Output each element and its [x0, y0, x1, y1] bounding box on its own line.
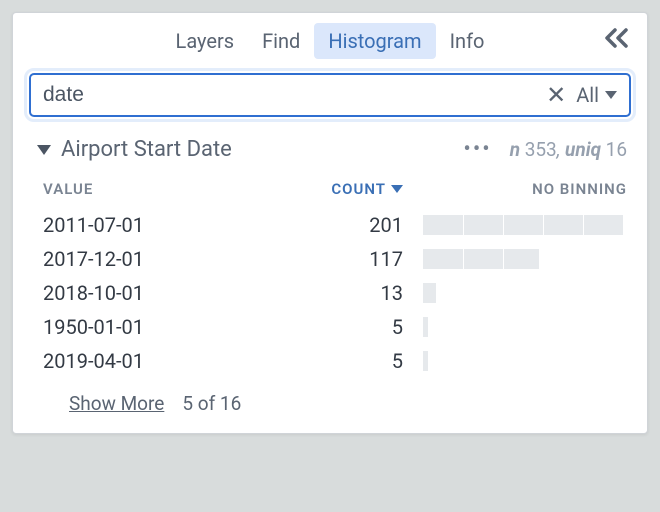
- row-count: 5: [263, 315, 403, 339]
- table-row[interactable]: 2017-12-01117: [43, 242, 627, 276]
- section-header: Airport Start Date ••• n 353, uniq 16: [13, 131, 647, 168]
- row-count: 5: [263, 349, 403, 373]
- row-bar-cell: [403, 317, 627, 337]
- chevron-down-icon: [605, 91, 617, 99]
- pager-text: 5 of 16: [182, 392, 241, 415]
- row-value: 1950-01-01: [43, 315, 263, 339]
- row-count: 117: [263, 247, 403, 271]
- histogram-bar: [423, 215, 623, 235]
- row-bar-cell: [403, 249, 627, 269]
- column-headers: Value Count No Binning: [13, 168, 647, 206]
- row-value: 2011-07-01: [43, 213, 263, 237]
- search-filter-label: All: [576, 83, 599, 107]
- table-row[interactable]: 1950-01-015: [43, 310, 627, 344]
- data-rows: 2011-07-012012017-12-011172018-10-011319…: [13, 206, 647, 382]
- sort-desc-icon: [391, 185, 403, 193]
- col-value-header[interactable]: Value: [43, 180, 263, 198]
- search-box: ✕ All: [29, 73, 631, 117]
- disclosure-toggle[interactable]: [37, 145, 51, 155]
- search-container: ✕ All: [13, 63, 647, 131]
- show-more-link[interactable]: Show More: [69, 392, 164, 415]
- histogram-bar: [423, 283, 436, 303]
- table-row[interactable]: 2019-04-015: [43, 344, 627, 378]
- row-count: 13: [263, 281, 403, 305]
- collapse-panel-button[interactable]: [603, 27, 631, 49]
- tab-find[interactable]: Find: [248, 23, 314, 59]
- histogram-bar: [423, 317, 428, 337]
- col-count-label: Count: [331, 180, 386, 198]
- col-nobinning-header[interactable]: No Binning: [403, 180, 627, 198]
- histogram-bar: [423, 351, 428, 371]
- tab-info[interactable]: Info: [436, 23, 499, 59]
- tab-layers[interactable]: Layers: [162, 23, 249, 59]
- row-bar-cell: [403, 215, 627, 235]
- search-filter-dropdown[interactable]: All: [576, 83, 619, 107]
- row-count: 201: [263, 213, 403, 237]
- row-value: 2017-12-01: [43, 247, 263, 271]
- footer: Show More 5 of 16: [13, 382, 647, 433]
- table-row[interactable]: 2011-07-01201: [43, 208, 627, 242]
- row-bar-cell: [403, 351, 627, 371]
- row-value: 2018-10-01: [43, 281, 263, 305]
- histogram-panel: Layers Find Histogram Info ✕ All Airport…: [12, 12, 648, 434]
- section-menu-button[interactable]: •••: [463, 137, 499, 162]
- tabs-row: Layers Find Histogram Info: [13, 13, 647, 63]
- row-bar-cell: [403, 283, 627, 303]
- section-title: Airport Start Date: [61, 137, 453, 162]
- row-value: 2019-04-01: [43, 349, 263, 373]
- search-input[interactable]: [43, 81, 536, 109]
- tab-histogram[interactable]: Histogram: [314, 23, 435, 59]
- col-count-header[interactable]: Count: [263, 180, 403, 198]
- clear-search-button[interactable]: ✕: [536, 83, 576, 107]
- section-stats: n 353, uniq 16: [510, 138, 627, 161]
- histogram-bar: [423, 249, 539, 269]
- table-row[interactable]: 2018-10-0113: [43, 276, 627, 310]
